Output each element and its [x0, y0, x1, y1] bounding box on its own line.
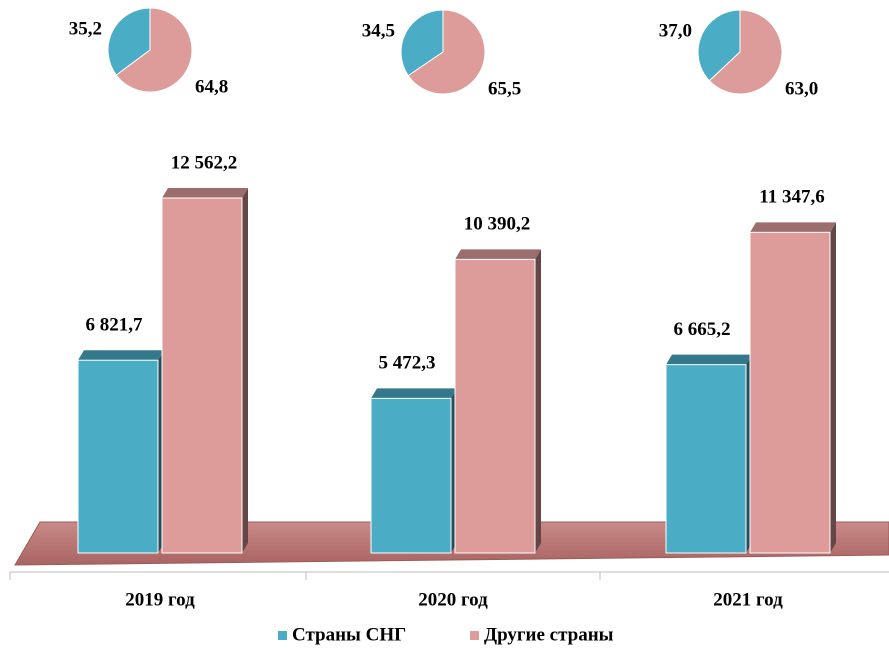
pie-label: 64,8 [195, 76, 228, 97]
pie-label: 65,5 [488, 78, 521, 99]
pie-label: 34,5 [362, 20, 395, 41]
bar-top [455, 249, 541, 260]
bar [665, 364, 747, 554]
pie-slice [400, 9, 444, 77]
bar-side [535, 249, 541, 553]
bar-side [830, 222, 836, 553]
data-label: 11 347,6 [759, 187, 824, 208]
data-label: 6 821,7 [86, 315, 144, 336]
legend-swatch [470, 631, 479, 640]
pie-slice [115, 7, 193, 93]
pie-slice [407, 9, 486, 95]
bar [749, 231, 831, 554]
pie-slice [708, 9, 783, 95]
pie-label: 37,0 [659, 20, 692, 41]
bar-top [78, 350, 164, 361]
bar-top [750, 222, 836, 233]
data-label: 10 390,2 [464, 214, 531, 235]
legend-label: Страны СНГ [292, 624, 406, 645]
data-label: 12 562,2 [171, 152, 238, 173]
bar-side [242, 188, 248, 553]
x-tick-label: 2020 год [418, 589, 488, 610]
bar-top [666, 354, 752, 365]
bar [161, 197, 243, 554]
x-tick-label: 2019 год [125, 589, 195, 610]
legend-label: Другие страны [484, 624, 614, 645]
pie-slice [697, 9, 741, 82]
data-label: 5 472,3 [379, 353, 436, 374]
bar-top [371, 388, 457, 399]
data-label: 6 665,2 [674, 319, 731, 340]
bar [370, 397, 452, 554]
bar [454, 258, 536, 554]
bar-top [162, 188, 248, 198]
x-tick-label: 2021 год [713, 589, 783, 610]
pie-label: 63,0 [785, 78, 818, 99]
legend-swatch [278, 631, 287, 640]
pie-label: 35,2 [69, 18, 102, 39]
bar [77, 359, 159, 554]
pie-slice [107, 7, 151, 76]
